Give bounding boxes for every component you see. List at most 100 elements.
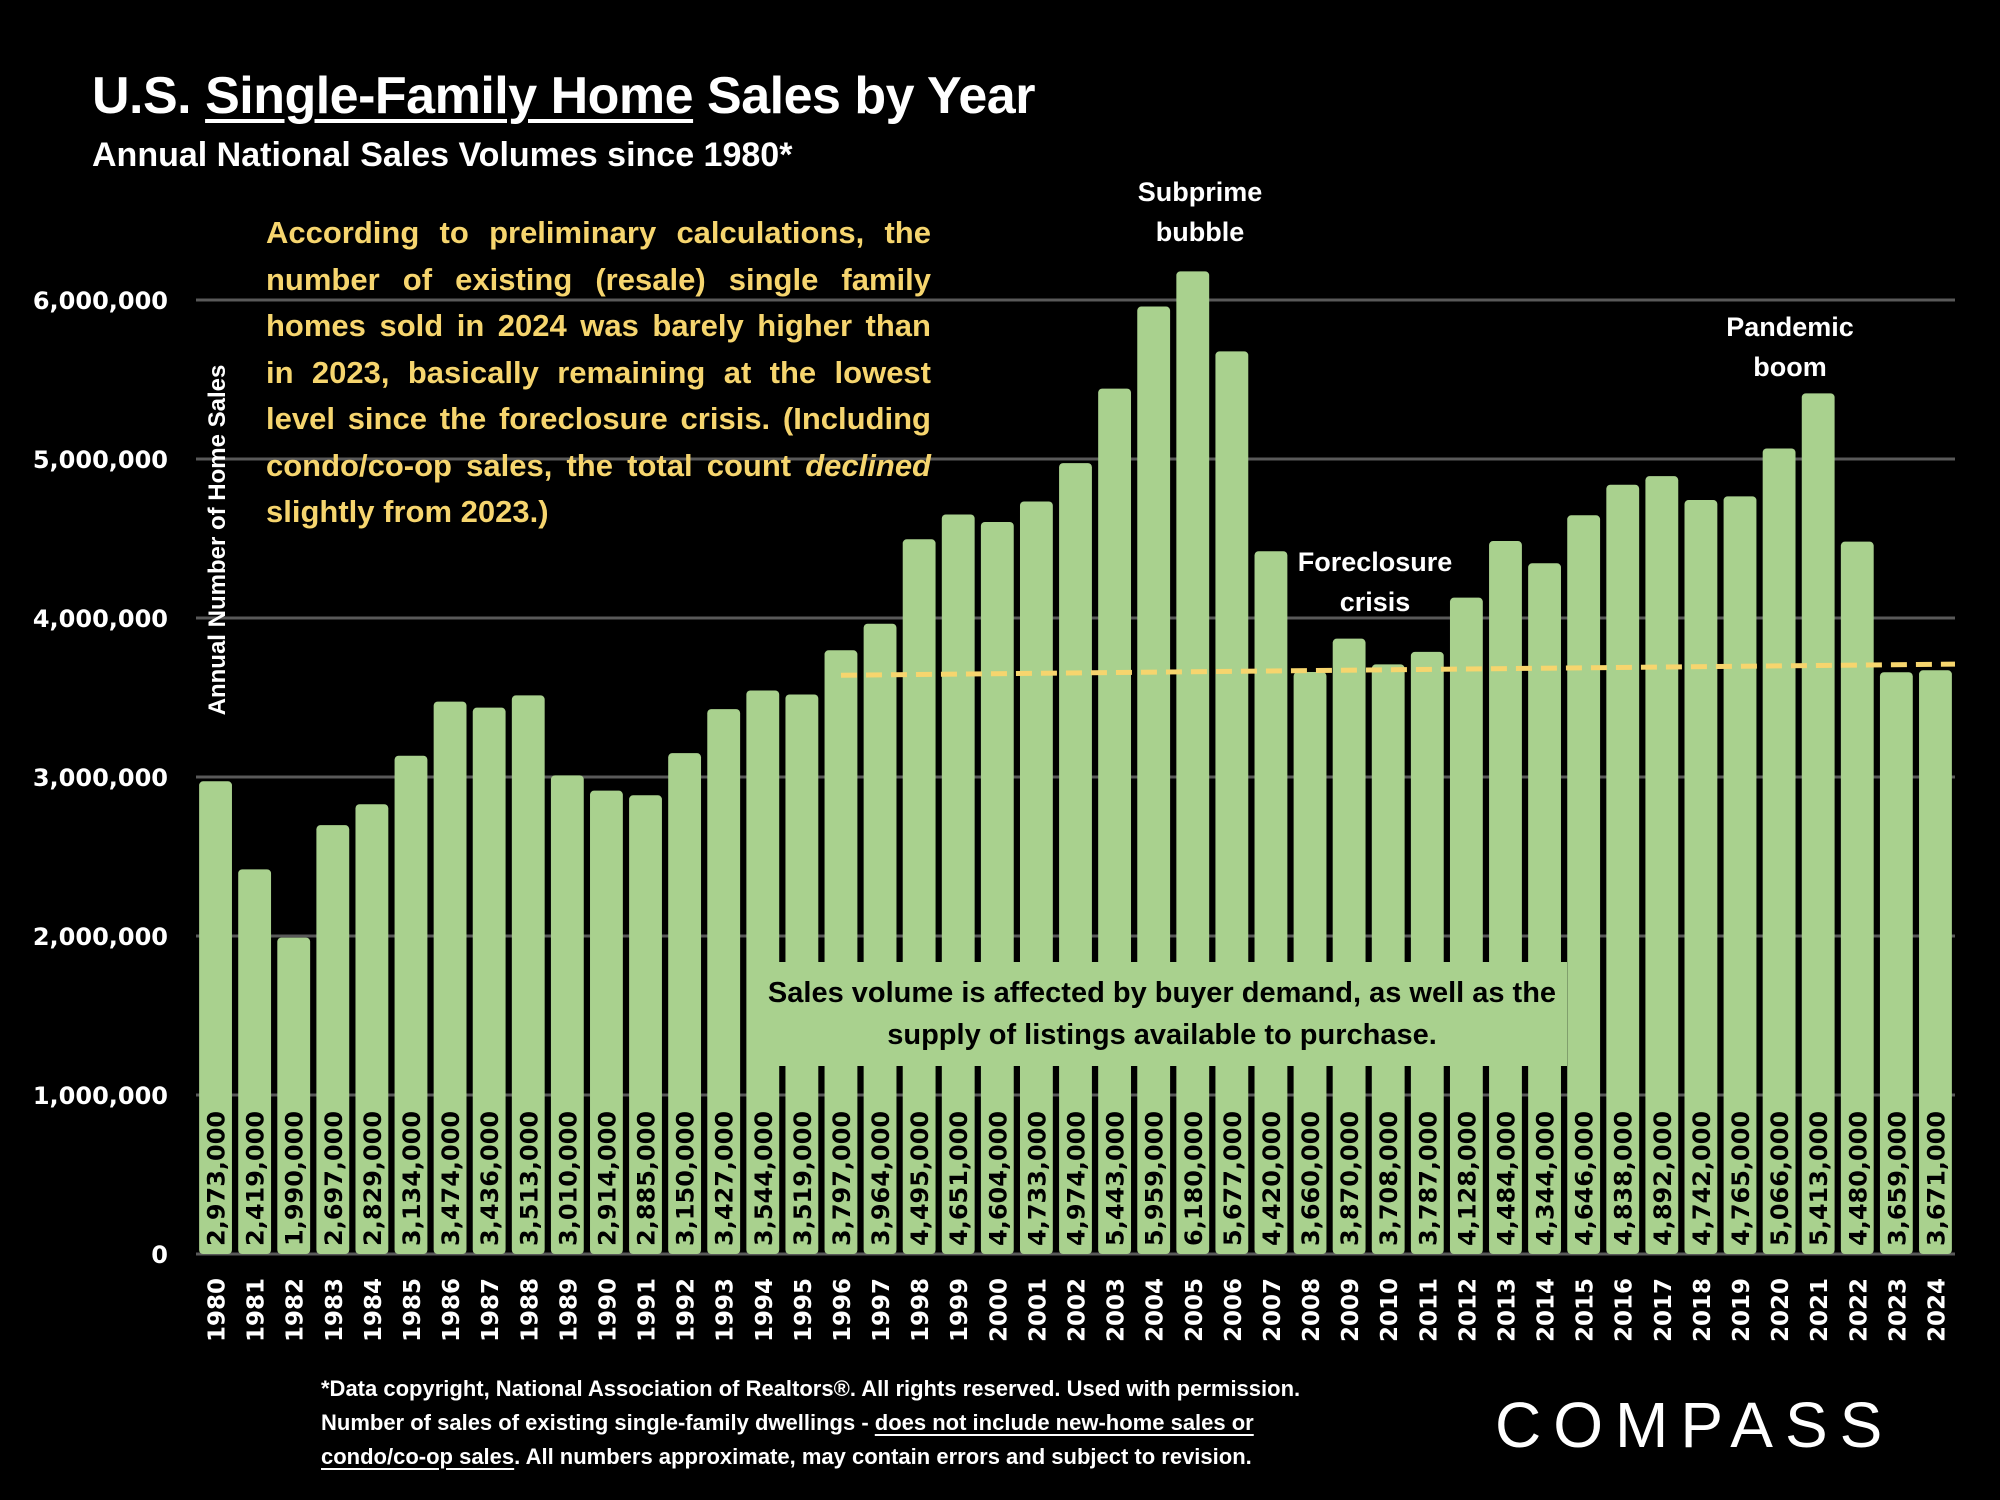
data-label: 4,128,000	[1453, 1111, 1481, 1246]
bar-2018	[1684, 500, 1718, 1255]
data-label: 4,974,000	[1063, 1111, 1091, 1246]
data-label: 4,646,000	[1571, 1111, 1599, 1246]
x-tick-label: 1994	[752, 1278, 778, 1342]
x-tick-label: 1992	[674, 1278, 700, 1342]
x-tick-label: 2018	[1690, 1278, 1716, 1342]
x-tick-label: 1986	[439, 1278, 465, 1342]
x-tick-label: 2016	[1612, 1278, 1638, 1342]
title-prefix: U.S.	[92, 67, 206, 125]
x-tick-label: 2009	[1338, 1278, 1364, 1342]
annotation-subprime: Subprime bubble	[1137, 177, 1263, 247]
bar-1998	[902, 539, 936, 1254]
y-tick-label: 4,000,000	[33, 605, 168, 633]
data-label: 4,344,000	[1532, 1111, 1560, 1246]
bar-2012	[1449, 597, 1483, 1254]
commentary-note: According to preliminary calculations, t…	[266, 210, 931, 536]
data-label: 3,708,000	[1375, 1111, 1403, 1246]
x-tick-label: 1999	[947, 1278, 973, 1342]
compass-logo: COMPASS	[1495, 1389, 1895, 1461]
y-tick-label: 3,000,000	[33, 764, 168, 792]
x-tick-label: 2000	[986, 1278, 1012, 1342]
note-text-end: slightly from 2023.)	[266, 494, 549, 529]
data-label: 5,677,000	[1219, 1111, 1247, 1246]
bar-1993	[707, 709, 741, 1254]
note-text: According to preliminary calculations, t…	[266, 215, 931, 483]
y-tick-label: 1,000,000	[33, 1082, 168, 1110]
x-tick-label: 2013	[1494, 1278, 1520, 1342]
footnote-text: . All numbers approximate, may contain e…	[514, 1444, 1252, 1469]
x-tick-label: 2005	[1182, 1278, 1208, 1342]
bar-2005	[1176, 271, 1210, 1254]
data-label: 2,829,000	[359, 1111, 387, 1246]
data-label: 6,180,000	[1180, 1111, 1208, 1246]
x-tick-label: 2022	[1846, 1278, 1872, 1342]
x-tick-label: 2012	[1455, 1278, 1481, 1342]
x-tick-label: 2003	[1104, 1278, 1130, 1342]
x-tick-label: 2007	[1260, 1278, 1286, 1342]
data-label: 4,765,000	[1727, 1111, 1755, 1246]
bar-2024	[1919, 670, 1952, 1254]
title-underlined: Single-Family Home	[205, 67, 694, 125]
bar-1999	[941, 514, 975, 1254]
data-label: 4,733,000	[1023, 1111, 1051, 1246]
x-tick-label: 1991	[635, 1278, 661, 1342]
data-label: 2,419,000	[242, 1111, 270, 1246]
x-tick-label: 1989	[556, 1278, 582, 1342]
data-label: 3,134,000	[398, 1111, 426, 1246]
bar-2013	[1489, 541, 1522, 1254]
x-tick-label: 1998	[908, 1278, 934, 1342]
x-tick-label: 2017	[1651, 1278, 1677, 1342]
x-tick-label: 1985	[400, 1278, 426, 1342]
data-label: 3,544,000	[750, 1111, 778, 1246]
data-label: 3,150,000	[672, 1111, 700, 1246]
bar-1984	[355, 804, 389, 1254]
data-label: 3,513,000	[515, 1111, 543, 1246]
bar-1996	[824, 650, 858, 1254]
data-label: 3,870,000	[1336, 1111, 1364, 1246]
bar-2023	[1879, 672, 1913, 1254]
x-tick-label: 1987	[478, 1278, 504, 1342]
footnote-text: Number of sales of existing single-famil…	[321, 1410, 875, 1435]
bar-1980	[199, 781, 232, 1254]
bar-1992	[668, 753, 702, 1254]
data-label: 4,604,000	[984, 1111, 1012, 1246]
chart-subtitle: Annual National Sales Volumes since 1980…	[92, 136, 793, 174]
x-tick-label: 1988	[517, 1278, 543, 1342]
data-label: 2,697,000	[320, 1111, 348, 1246]
x-tick-label: 2023	[1885, 1278, 1911, 1342]
annotation-foreclosure: Foreclosure crisis	[1297, 547, 1453, 617]
title-suffix: Sales by Year	[693, 67, 1035, 125]
data-label: 2,914,000	[593, 1111, 621, 1246]
bar-1982	[277, 937, 311, 1254]
x-tick-label: 2001	[1025, 1278, 1051, 1342]
bar-1987	[472, 707, 506, 1254]
x-axis-ticks: 1980 1981 1982 1983 1984 1985 1986 1987 1988 1989…	[205, 1278, 1951, 1342]
bar-1997	[863, 623, 897, 1254]
x-tick-label: 1995	[791, 1278, 817, 1342]
x-tick-label: 2011	[1416, 1278, 1442, 1342]
data-label: 3,427,000	[711, 1111, 739, 1246]
data-label: 3,660,000	[1297, 1111, 1325, 1246]
data-label: 5,959,000	[1141, 1111, 1169, 1246]
bar-2010	[1371, 664, 1405, 1254]
y-axis-ticks: 0 1,000,000 2,000,000 3,000,000 4,000,000 5,0…	[33, 287, 168, 1269]
data-label: 5,066,000	[1766, 1111, 1794, 1246]
x-tick-label: 1993	[713, 1278, 739, 1342]
data-label: 5,443,000	[1102, 1111, 1130, 1246]
y-tick-label: 0	[151, 1241, 168, 1269]
footnote-underlined: does not include new-home sales or	[874, 1410, 1254, 1435]
x-tick-label: 2019	[1729, 1278, 1755, 1342]
note-emphasis: declined	[805, 447, 931, 483]
bar-1986	[433, 701, 467, 1254]
chart-title: U.S. Single-Family Home Sales by Year	[92, 66, 1035, 126]
data-label: 4,420,000	[1258, 1111, 1286, 1246]
data-label: 2,973,000	[203, 1111, 231, 1246]
data-label: 3,519,000	[789, 1111, 817, 1246]
bar-2000	[980, 521, 1014, 1254]
bar-2014	[1528, 563, 1561, 1254]
bar-2021	[1801, 393, 1835, 1254]
y-tick-label: 5,000,000	[33, 446, 168, 474]
bar-1983	[316, 825, 350, 1254]
data-label: 3,474,000	[437, 1111, 465, 1246]
data-label: 4,742,000	[1688, 1111, 1716, 1246]
